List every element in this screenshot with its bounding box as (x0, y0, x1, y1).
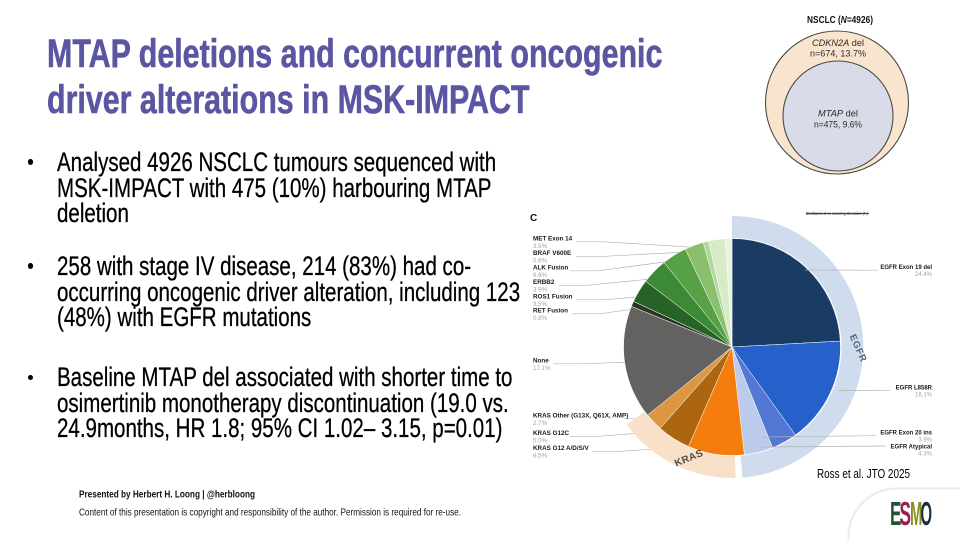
svg-text:3.9%: 3.9% (533, 286, 548, 293)
svg-text:6.6%: 6.6% (533, 272, 548, 279)
svg-text:0.8%: 0.8% (533, 315, 548, 322)
svg-text:3.5%: 3.5% (533, 301, 548, 308)
svg-text:3.5%: 3.5% (533, 243, 548, 250)
svg-text:NSCLC (N=4926): NSCLC (N=4926) (807, 14, 873, 26)
svg-text:Ross et al. JTO 2025: Ross et al. JTO 2025 (817, 466, 910, 481)
svg-text:RET Fusion: RET Fusion (533, 308, 568, 315)
svg-text:ROS1 Fusion: ROS1 Fusion (533, 294, 573, 301)
svg-text:M: M (910, 497, 922, 533)
svg-text:5.0%: 5.0% (533, 437, 548, 444)
svg-text:EGFR Exon 20 ins: EGFR Exon 20 ins (880, 431, 932, 437)
svg-text:MTAP del: MTAP del (818, 109, 858, 120)
svg-text:KRAS G12C: KRAS G12C (533, 430, 569, 437)
svg-text:MET Exon 14: MET Exon 14 (533, 236, 573, 243)
svg-text:17.1%: 17.1% (533, 365, 551, 372)
svg-text:O: O (921, 497, 933, 533)
svg-text:3.9%: 3.9% (918, 438, 932, 444)
svg-text:E: E (890, 495, 901, 533)
svg-text:EGFR L858R: EGFR L858R (896, 386, 933, 392)
svg-text:24.4%: 24.4% (915, 272, 933, 278)
svg-text:C: C (530, 213, 537, 224)
svg-text:Presented by Herbert H. Loong: Presented by Herbert H. Loong | @herbloo… (79, 489, 255, 501)
svg-text:KRAS G12 A/D/S/V: KRAS G12 A/D/S/V (533, 445, 590, 452)
svg-text:Content of this presentation i: Content of this presentation is copyrigh… (79, 508, 461, 519)
svg-text:CDKN2A del: CDKN2A del (812, 38, 864, 49)
svg-text:0.8%: 0.8% (533, 257, 548, 264)
svg-text:BRAF V600E: BRAF V600E (533, 250, 571, 257)
svg-text:None: None (533, 358, 549, 365)
svg-text:S: S (900, 495, 911, 533)
svg-text:n=475, 9.6%: n=475, 9.6% (814, 120, 862, 131)
svg-text:EGFR Atypical: EGFR Atypical (891, 445, 933, 451)
svg-text:ERBB2: ERBB2 (533, 279, 555, 286)
svg-text:ALK Fusion: ALK Fusion (533, 265, 568, 272)
svg-text:n=674, 13.7%: n=674, 13.7% (810, 49, 867, 60)
svg-text:EGFR Exon 19 del: EGFR Exon 19 del (880, 265, 932, 271)
svg-text:8.5%: 8.5% (533, 452, 548, 459)
svg-text:16.1%: 16.1% (915, 393, 933, 399)
svg-text:4.3%: 4.3% (918, 452, 932, 458)
svg-text:2.7%: 2.7% (533, 420, 548, 427)
svg-text:KRAS Other (G13X, Q61X, AMP): KRAS Other (G13X, Q61X, AMP) (533, 413, 628, 420)
